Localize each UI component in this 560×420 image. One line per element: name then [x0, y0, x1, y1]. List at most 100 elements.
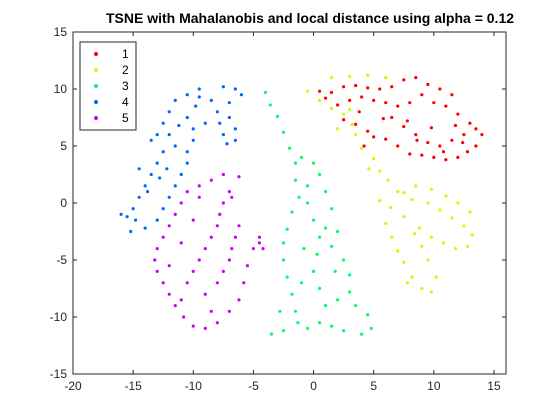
legend-label: 2	[122, 63, 129, 77]
data-point	[354, 304, 358, 308]
chart-title: TSNE with Mahalanobis and local distance…	[106, 10, 514, 26]
data-point	[297, 195, 301, 199]
data-point	[444, 194, 448, 198]
data-point	[367, 167, 371, 171]
data-point	[161, 207, 165, 211]
data-point	[317, 89, 322, 93]
data-point	[209, 178, 213, 182]
data-point	[197, 258, 201, 262]
data-point	[173, 184, 177, 188]
data-point	[153, 258, 157, 262]
data-point	[360, 332, 364, 336]
data-point	[215, 110, 219, 114]
data-point	[396, 190, 400, 194]
points-layer	[119, 73, 484, 336]
data-point	[261, 247, 265, 251]
data-point	[155, 247, 159, 251]
data-point	[290, 210, 294, 214]
data-point	[293, 178, 298, 182]
data-point	[305, 184, 310, 188]
data-point	[468, 121, 472, 125]
data-point	[408, 152, 412, 156]
data-point	[434, 275, 438, 279]
x-tick-label: 0	[310, 379, 317, 393]
data-point	[155, 218, 159, 222]
data-point	[161, 281, 165, 285]
data-point	[133, 218, 138, 222]
data-point	[299, 155, 304, 159]
data-point	[396, 249, 400, 253]
data-point	[227, 258, 231, 262]
data-point	[191, 218, 195, 222]
data-point	[462, 133, 466, 137]
data-point	[155, 133, 159, 137]
data-point	[221, 133, 225, 137]
data-point	[450, 138, 454, 142]
data-point	[348, 290, 352, 294]
data-point	[185, 161, 189, 165]
data-point	[366, 86, 370, 90]
data-point	[420, 153, 424, 157]
data-point	[384, 221, 388, 226]
data-point	[429, 126, 434, 130]
data-point	[225, 142, 229, 146]
data-point	[194, 104, 198, 108]
data-point	[402, 78, 406, 82]
data-point	[215, 281, 219, 285]
data-point	[426, 82, 430, 87]
data-point	[179, 172, 183, 177]
data-point	[420, 93, 424, 97]
data-point	[161, 150, 165, 154]
legend-entry-2: 2	[94, 63, 129, 77]
data-point	[336, 229, 340, 234]
data-point	[315, 252, 319, 256]
x-axis-ticks: -20 -15 -10 -5 0 5 10 15	[64, 32, 501, 393]
data-point	[197, 195, 201, 199]
data-point	[396, 104, 400, 108]
data-point	[317, 321, 322, 325]
data-point	[281, 241, 286, 245]
data-point	[167, 264, 171, 268]
data-point	[384, 101, 388, 105]
legend-entry-4: 4	[94, 95, 129, 109]
data-point	[474, 144, 478, 148]
data-point	[360, 146, 364, 150]
data-point	[209, 309, 213, 313]
data-point	[179, 241, 183, 245]
data-point	[465, 150, 470, 154]
data-point	[402, 215, 406, 219]
data-point	[386, 178, 390, 182]
data-point	[237, 298, 241, 302]
data-point	[456, 112, 460, 116]
data-point	[227, 190, 231, 194]
data-point	[362, 144, 366, 148]
legend-marker	[94, 68, 98, 72]
data-point	[296, 321, 300, 325]
data-point	[405, 119, 409, 123]
x-tick-label: -15	[124, 379, 142, 393]
data-point	[402, 260, 406, 264]
series-3	[263, 90, 373, 336]
data-point	[480, 133, 484, 137]
data-point	[285, 227, 289, 231]
data-point	[218, 121, 222, 125]
data-point	[414, 184, 418, 188]
data-point	[388, 205, 393, 210]
data-point	[429, 187, 434, 191]
data-point	[227, 115, 231, 120]
data-point	[185, 150, 189, 154]
data-point	[426, 258, 430, 262]
data-point	[275, 114, 280, 118]
data-point	[251, 247, 256, 251]
legend: 1 2 3 4 5	[79, 41, 137, 131]
data-point	[191, 138, 195, 142]
data-point	[378, 169, 382, 173]
data-point	[330, 207, 334, 211]
data-point	[412, 232, 417, 236]
data-point	[408, 101, 412, 105]
data-point	[167, 292, 171, 296]
data-point	[438, 87, 442, 91]
data-point	[317, 98, 322, 102]
data-point	[131, 207, 135, 211]
